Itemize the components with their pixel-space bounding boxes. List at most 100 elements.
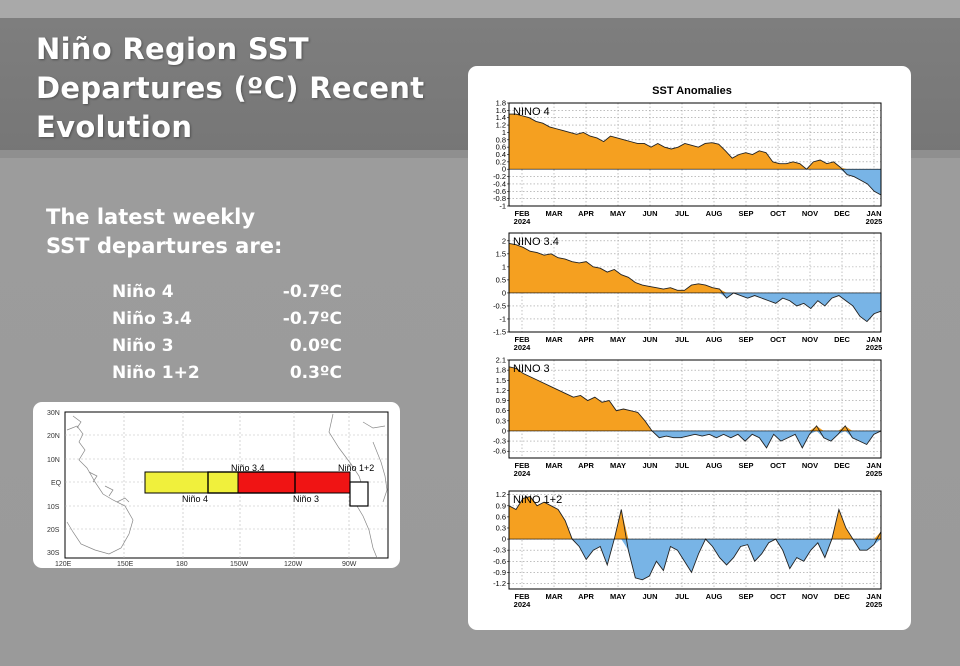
y-tick-label: -0.5 — [493, 301, 506, 310]
x-tick-label: AUG — [706, 461, 723, 470]
x-tick-label: JUL — [675, 461, 690, 470]
nino-region-map-card: Niño 3.4 Niño 4 Niño 3 Niño 1+2 30N 20N … — [33, 402, 400, 568]
map-lat-label: 20N — [47, 433, 60, 440]
x-tick-label: DEC — [834, 209, 850, 218]
y-tick-label: 0.6 — [496, 143, 506, 152]
anomaly-series-line — [509, 113, 882, 196]
negative-anomaly-area — [509, 430, 881, 448]
nino4-east-region — [207, 471, 239, 494]
x-tick-label: AUG — [706, 335, 723, 344]
x-tick-label: SEP — [738, 592, 753, 601]
x-tick-label: JUN — [642, 592, 657, 601]
x-year-label: 2025 — [866, 343, 883, 352]
reading-name: Niño 4 — [112, 282, 174, 302]
slide-title-line: Evolution — [36, 110, 193, 144]
anomaly-series-line — [508, 366, 882, 449]
slide-title-line: Niño Region SST — [36, 32, 309, 66]
panel-frame — [508, 359, 882, 459]
reading-row-nino4: Niño 4 -0.7ºC — [112, 282, 352, 309]
x-tick-label: OCT — [770, 592, 786, 601]
map-lon-labels: 120E 150E 180 150W 120W 90W — [55, 561, 357, 568]
x-tick-label: APR — [578, 592, 594, 601]
panel-label: NINO 3.4 — [513, 236, 559, 248]
x-tick-label: JUL — [675, 592, 690, 601]
y-tick-label: 0.4 — [496, 150, 506, 159]
y-tick-label: 2 — [502, 236, 506, 245]
x-tick-label: JUL — [675, 335, 690, 344]
y-tick-label: -1 — [499, 202, 506, 211]
nino3-region — [294, 471, 351, 494]
positive-anomaly-area — [509, 366, 881, 431]
x-tick-label: MAR — [545, 592, 563, 601]
reading-row-nino12: Niño 1+2 0.3ºC — [112, 363, 352, 390]
panel-nino-4: NINO 4 1.81.61.41.210.80.60.40.20-0.2-0.4… — [493, 99, 882, 227]
map-lon-label: 120W — [284, 561, 303, 568]
x-tick-label: MAR — [545, 209, 563, 218]
y-tick-label: 0.9 — [496, 396, 506, 405]
y-tick-label: 0.9 — [496, 501, 506, 510]
negative-anomaly-area — [509, 169, 881, 195]
x-tick-label: JUN — [642, 461, 657, 470]
y-tick-label: -0.6 — [493, 557, 506, 566]
y-tick-label: -1 — [499, 314, 506, 323]
x-tick-label: DEC — [834, 592, 850, 601]
y-tick-label: -0.6 — [493, 447, 506, 456]
map-lat-label: 20S — [47, 527, 60, 534]
x-year-label: 2024 — [514, 343, 532, 352]
x-year-label: 2024 — [514, 217, 532, 226]
y-tick-label: 1 — [502, 262, 506, 271]
reading-value: 0.3ºC — [289, 363, 342, 383]
panel-frame — [508, 490, 882, 590]
map-lat-label: 10N — [47, 457, 60, 464]
y-tick-label: 1.5 — [496, 376, 506, 385]
reading-row-nino34: Niño 3.4 -0.7ºC — [112, 309, 352, 336]
map-lon-label: 180 — [176, 561, 188, 568]
x-tick-label: SEP — [738, 461, 753, 470]
nino34-map-label: Niño 3.4 — [231, 463, 265, 473]
y-tick-label: -0.8 — [493, 194, 506, 203]
y-tick-label: 1.2 — [496, 121, 506, 130]
x-tick-label: NOV — [802, 461, 818, 470]
x-year-label: 2024 — [514, 600, 532, 609]
x-tick-label: OCT — [770, 209, 786, 218]
reading-value: -0.7ºC — [282, 282, 342, 302]
x-tick-label: OCT — [770, 335, 786, 344]
x-tick-label: JUL — [675, 209, 690, 218]
y-tick-label: -1.2 — [493, 579, 506, 588]
map-lon-label: 150W — [230, 561, 249, 568]
nino12-region — [349, 481, 369, 507]
x-tick-label: FEB — [515, 335, 531, 344]
reading-value: -0.7ºC — [282, 309, 342, 329]
x-tick-label: JUN — [642, 209, 657, 218]
x-tick-label: FEB — [515, 461, 531, 470]
nino-region-map: Niño 3.4 Niño 4 Niño 3 Niño 1+2 30N 20N … — [47, 410, 389, 568]
top-strip — [0, 0, 960, 18]
x-tick-label: MAR — [545, 335, 563, 344]
negative-anomaly-area — [509, 539, 881, 580]
x-tick-label: NOV — [802, 335, 818, 344]
x-year-label: 2025 — [866, 217, 883, 226]
y-tick-label: 1.8 — [496, 99, 506, 108]
intro-text: The latest weekly SST departures are: — [46, 203, 346, 261]
reading-name: Niño 3.4 — [112, 309, 192, 329]
x-tick-label: OCT — [770, 461, 786, 470]
x-tick-label: DEC — [834, 461, 850, 470]
nino3-map-label: Niño 3 — [293, 494, 319, 504]
anomaly-series-line — [508, 496, 882, 581]
panel-label: NINO 1+2 — [513, 494, 562, 506]
reading-name: Niño 3 — [112, 336, 174, 356]
x-tick-label: SEP — [738, 335, 753, 344]
x-tick-label: FEB — [515, 209, 531, 218]
x-tick-label: JAN — [866, 209, 881, 218]
x-tick-label: JAN — [866, 335, 881, 344]
panel-label: NINO 3 — [513, 363, 550, 375]
positive-anomaly-area — [509, 496, 881, 540]
intro-line: SST departures are: — [46, 234, 283, 258]
y-tick-label: 1.5 — [496, 249, 506, 258]
sst-anomaly-chart-card: SST Anomalies NINO 4 1.8 1.6 1.4 1.2 1 0.8 0.6 0… — [468, 66, 911, 630]
nino4-region — [144, 471, 209, 494]
y-tick-label: 0.5 — [496, 275, 506, 284]
reading-name: Niño 1+2 — [112, 363, 200, 383]
y-tick-label: 1.8 — [496, 366, 506, 375]
y-tick-label: 0.6 — [496, 512, 506, 521]
